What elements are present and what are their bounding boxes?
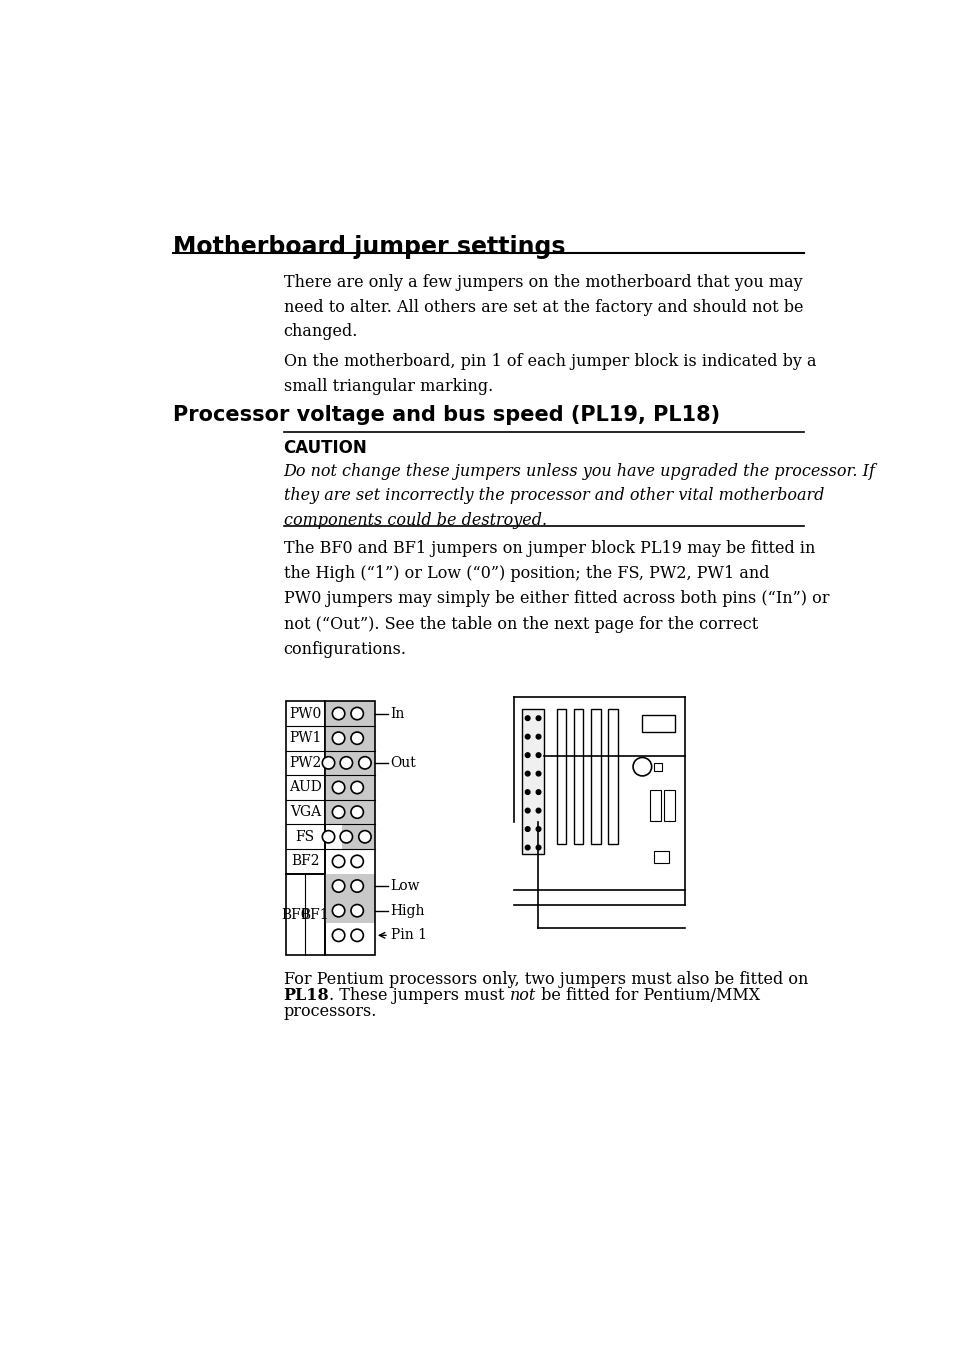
Bar (557, 708, 566, 844)
Circle shape (332, 904, 344, 917)
Circle shape (351, 929, 363, 941)
Text: Do not change these jumpers unless you have upgraded the processor. If
they are : Do not change these jumpers unless you h… (283, 462, 875, 529)
Bar (341, 825, 375, 849)
Text: High: High (390, 903, 424, 918)
Bar (286, 702, 324, 873)
Text: VGA: VGA (290, 806, 320, 819)
Bar (654, 763, 661, 771)
Text: Pin 1: Pin 1 (391, 929, 427, 942)
Circle shape (525, 790, 530, 795)
Circle shape (340, 757, 353, 769)
Bar (324, 873, 375, 923)
Circle shape (322, 757, 335, 769)
Circle shape (633, 757, 651, 776)
Circle shape (536, 845, 540, 850)
Text: On the motherboard, pin 1 of each jumper block is indicated by a
small triangula: On the motherboard, pin 1 of each jumper… (283, 353, 815, 395)
Circle shape (332, 781, 344, 794)
Text: PL18: PL18 (283, 987, 329, 1005)
Text: CAUTION: CAUTION (283, 439, 367, 457)
Bar (574, 708, 583, 844)
Circle shape (525, 771, 530, 776)
Circle shape (525, 734, 530, 740)
Text: PW1: PW1 (289, 731, 321, 745)
Circle shape (536, 808, 540, 813)
Bar (324, 702, 375, 956)
Circle shape (322, 830, 335, 842)
Circle shape (332, 929, 344, 941)
Bar (591, 708, 599, 844)
Text: PW2: PW2 (289, 756, 321, 769)
Text: PW0: PW0 (289, 707, 321, 721)
Bar (324, 702, 375, 825)
Bar (641, 715, 674, 731)
Text: FS: FS (295, 830, 314, 844)
Circle shape (358, 757, 371, 769)
Circle shape (351, 880, 363, 892)
Text: In: In (390, 707, 404, 721)
Bar (649, 790, 660, 821)
Circle shape (525, 715, 530, 721)
Text: BF1: BF1 (300, 907, 329, 922)
Bar (286, 873, 324, 956)
Circle shape (525, 808, 530, 813)
Circle shape (351, 707, 363, 719)
Circle shape (536, 715, 540, 721)
Text: AUD: AUD (289, 780, 321, 795)
Circle shape (332, 856, 344, 868)
Circle shape (525, 845, 530, 850)
Circle shape (358, 830, 371, 842)
Circle shape (340, 830, 353, 842)
Circle shape (332, 731, 344, 745)
Text: For Pentium processors only, two jumpers must also be fitted on: For Pentium processors only, two jumpers… (283, 971, 807, 988)
Bar (608, 708, 617, 844)
Circle shape (351, 856, 363, 868)
Text: BF0: BF0 (281, 907, 310, 922)
Text: processors.: processors. (283, 1003, 376, 1019)
Text: There are only a few jumpers on the motherboard that you may
need to alter. All : There are only a few jumpers on the moth… (283, 274, 802, 341)
Circle shape (536, 827, 540, 831)
Text: not: not (510, 987, 536, 1005)
Circle shape (536, 771, 540, 776)
Circle shape (351, 731, 363, 745)
Circle shape (351, 904, 363, 917)
Bar (654, 852, 669, 863)
Circle shape (536, 734, 540, 740)
Circle shape (536, 753, 540, 757)
Bar (663, 790, 674, 821)
Text: be fitted for Pentium/MMX: be fitted for Pentium/MMX (536, 987, 760, 1005)
Text: BF2: BF2 (291, 854, 319, 868)
Circle shape (525, 827, 530, 831)
Text: The BF0 and BF1 jumpers on jumper block PL19 may be fitted in
the High (“1”) or : The BF0 and BF1 jumpers on jumper block … (283, 539, 828, 658)
Text: Processor voltage and bus speed (PL19, PL18): Processor voltage and bus speed (PL19, P… (173, 404, 720, 425)
Circle shape (351, 806, 363, 818)
Text: Low: Low (390, 879, 419, 894)
Circle shape (332, 707, 344, 719)
Circle shape (332, 806, 344, 818)
Circle shape (525, 753, 530, 757)
Circle shape (332, 880, 344, 892)
Text: Out: Out (390, 756, 416, 769)
Text: Motherboard jumper settings: Motherboard jumper settings (173, 235, 565, 260)
Circle shape (536, 790, 540, 795)
Bar (521, 708, 543, 854)
Circle shape (351, 781, 363, 794)
Text: . These jumpers must: . These jumpers must (329, 987, 510, 1005)
